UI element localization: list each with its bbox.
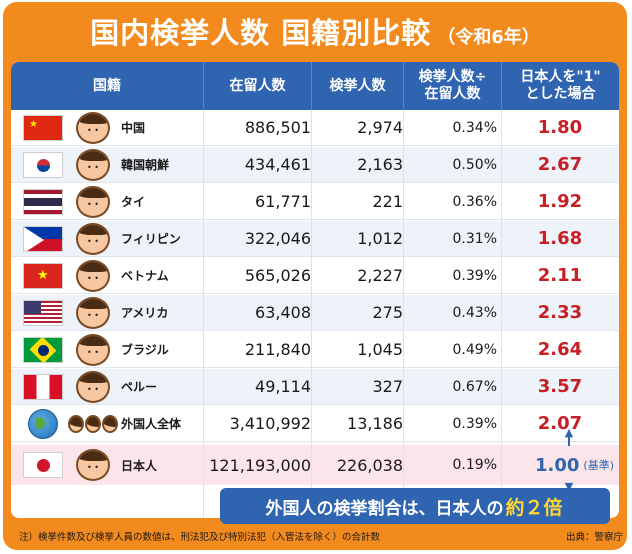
globe-icon	[28, 408, 58, 439]
row-rate: 0.39%	[452, 267, 497, 284]
row-arrests: 1,012	[357, 229, 403, 248]
row-rate: 0.39%	[452, 415, 497, 432]
china-flag: ★	[23, 114, 63, 141]
row-arrests: 1,045	[357, 340, 403, 359]
row-ratio: 1.80	[537, 117, 583, 138]
row-rate: 0.43%	[452, 304, 497, 321]
table-row: フィリピン 322,046 1,012 0.31% 1.68	[11, 221, 619, 257]
header-rate: 検挙人数÷ 在留人数	[403, 62, 501, 110]
japan-flag	[23, 452, 63, 478]
row-rate: 0.19%	[452, 457, 497, 473]
table-row: 外国人全体 3,410,992 13,186 0.39% 2.07	[11, 406, 619, 442]
person-icon	[76, 370, 110, 403]
row-ratio: 1.68	[537, 228, 583, 249]
row-residents: 886,501	[244, 118, 311, 137]
infographic-frame: 国内検挙人数 国籍別比較 （令和6年） 国籍 在留人数 検挙人数 検挙人数÷ 在留人…	[3, 2, 627, 550]
row-residents: 63,408	[255, 303, 311, 322]
person-icon	[76, 449, 110, 481]
row-rate: 0.36%	[452, 193, 497, 210]
row-name: フィリピン	[121, 232, 181, 246]
row-arrests: 327	[372, 377, 403, 396]
footnote: 注）検挙件数及び検挙人員の数値は、刑法犯及び特別法犯（入管法を除く）の合計数	[19, 532, 381, 543]
table-row-japan: 日本人 121,193,000 226,038 0.19% 1.00(基準)	[11, 445, 619, 485]
row-residents: 565,026	[244, 266, 311, 285]
row-name: アメリカ	[121, 306, 169, 320]
row-ratio: 2.64	[537, 339, 583, 360]
person-icon	[76, 148, 110, 181]
table-row: ★ ベトナム 565,026 2,227 0.39% 2.11	[11, 258, 619, 294]
thailand-flag	[23, 188, 63, 215]
row-name: 韓国朝鮮	[121, 158, 170, 172]
arrow-up-icon: ▲	[564, 426, 574, 439]
row-residents: 61,771	[255, 192, 311, 211]
source-label: 出典：警察庁	[565, 532, 623, 543]
row-ratio: 2.33	[537, 302, 583, 323]
row-rate: 0.67%	[452, 378, 497, 395]
usa-flag	[23, 299, 63, 326]
row-name: 日本人	[121, 458, 158, 473]
table-row: アメリカ 63,408 275 0.43% 2.33	[11, 295, 619, 331]
row-arrests: 13,186	[347, 414, 403, 433]
person-icon	[76, 185, 110, 218]
philippines-flag	[23, 225, 63, 252]
row-ratio: 3.57	[537, 376, 583, 397]
people-group-icon	[68, 414, 118, 433]
row-ratio: 2.07	[537, 413, 583, 434]
row-name: ベトナム	[121, 269, 169, 283]
page-title: 国内検挙人数 国籍別比較 （令和6年）	[90, 16, 540, 50]
row-rate: 0.34%	[452, 119, 497, 136]
row-name: 外国人全体	[121, 417, 182, 431]
row-name: ブラジル	[121, 343, 169, 357]
row-residents: 49,114	[255, 377, 311, 396]
row-arrests: 275	[372, 303, 403, 322]
row-rate: 0.31%	[452, 230, 497, 247]
row-residents: 434,461	[244, 155, 311, 174]
table-row: タイ 61,771 221 0.36% 1.92	[11, 184, 619, 220]
person-icon	[76, 111, 110, 144]
era-label: （令和6年）	[437, 27, 540, 48]
header-ratio: 日本人を"1" とした場合	[501, 62, 619, 110]
row-arrests: 2,974	[357, 118, 403, 137]
summary-banner: 外国人の検挙割合は、日本人の 約２倍	[220, 488, 610, 524]
brazil-flag	[23, 336, 63, 363]
row-residents: 121,193,000	[209, 455, 311, 475]
baseline-note: (基準)	[583, 459, 615, 472]
row-arrests: 2,163	[357, 155, 403, 174]
table-header: 国籍 在留人数 検挙人数 検挙人数÷ 在留人数 日本人を"1" とした場合	[11, 62, 619, 110]
person-icon	[76, 296, 110, 329]
row-residents: 3,410,992	[229, 414, 311, 433]
row-name: 中国	[121, 121, 146, 135]
row-arrests: 221	[372, 192, 403, 211]
row-residents: 322,046	[244, 229, 311, 248]
header-nationality: 国籍	[93, 77, 121, 94]
table-row: ペルー 49,114 327 0.67% 3.57	[11, 369, 619, 405]
header-residents: 在留人数	[203, 62, 311, 110]
row-arrests: 2,227	[357, 266, 403, 285]
south-korea-flag	[23, 151, 63, 178]
row-name: タイ	[121, 195, 146, 209]
row-ratio: 2.11	[537, 265, 583, 286]
row-rate: 0.49%	[452, 341, 497, 358]
row-ratio: 1.00 (基準)	[535, 454, 615, 476]
comparison-table: 国籍 在留人数 検挙人数 検挙人数÷在留人数 日本人を"1"とした場合 ★ 中国 8…	[11, 62, 619, 518]
row-ratio: 2.67	[537, 154, 583, 175]
arrow-down-icon: ▼	[564, 480, 574, 493]
peru-flag	[23, 373, 63, 400]
vietnam-flag: ★	[23, 262, 63, 289]
person-icon	[76, 333, 110, 366]
table-row: ブラジル 211,840 1,045 0.49% 2.64	[11, 332, 619, 368]
row-arrests: 226,038	[336, 455, 403, 475]
person-icon	[76, 222, 110, 255]
person-icon	[76, 259, 110, 292]
row-ratio: 1.92	[537, 191, 583, 212]
table-row: ★ 中国 886,501 2,974 0.34% 1.80	[11, 110, 619, 146]
header-arrests: 検挙人数	[311, 62, 403, 110]
table-row: 韓国朝鮮 434,461 2,163 0.50% 2.67	[11, 147, 619, 183]
row-name: ペルー	[121, 380, 158, 394]
row-residents: 211,840	[244, 340, 311, 359]
row-rate: 0.50%	[452, 156, 497, 173]
